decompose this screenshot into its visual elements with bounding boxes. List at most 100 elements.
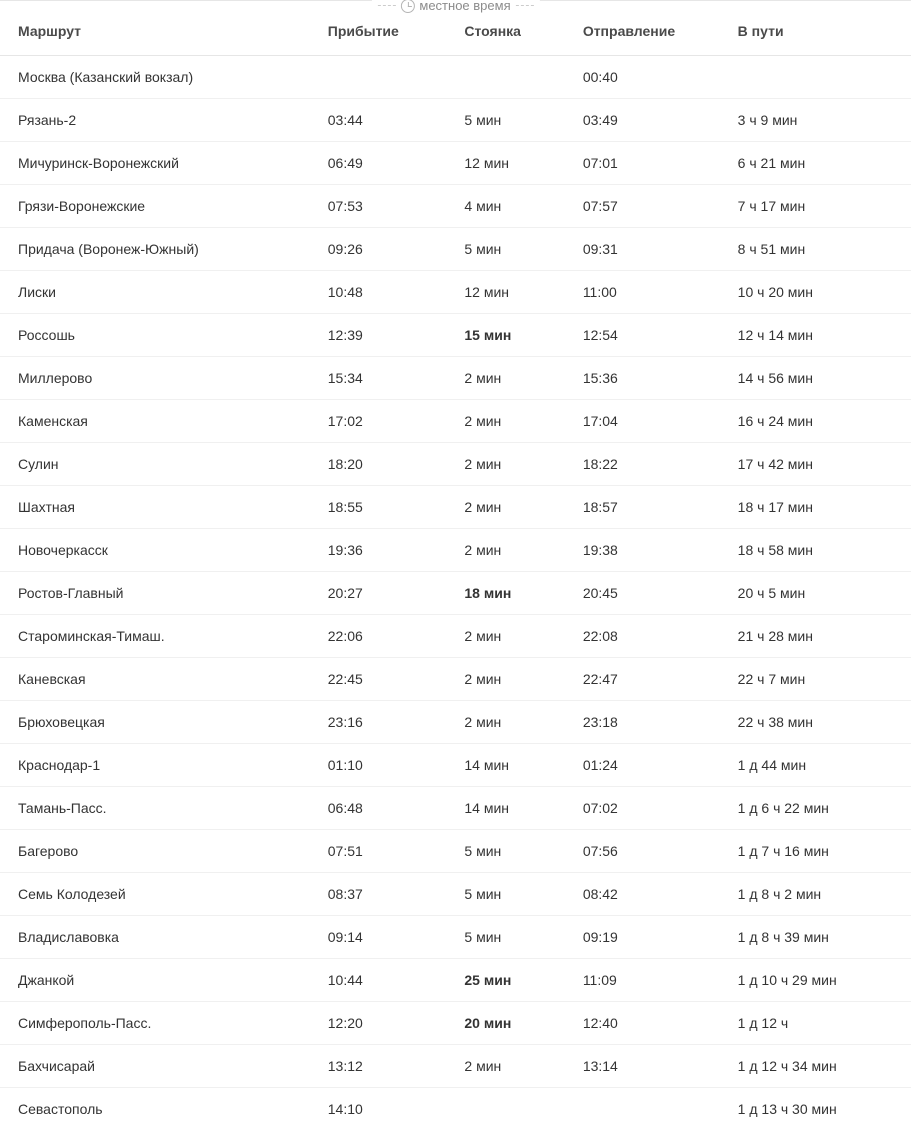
cell-departure: 20:45 [565,572,720,615]
cell-arrival: 22:06 [310,615,447,658]
cell-stop: 2 мин [446,701,564,744]
table-row: Краснодар-101:1014 мин01:241 д 44 мин [0,744,911,787]
cell-route: Мичуринск-Воронежский [0,142,310,185]
cell-duration: 18 ч 17 мин [720,486,911,529]
table-row: Севастополь14:10 1 д 13 ч 30 мин [0,1088,911,1130]
cell-arrival: 10:44 [310,959,447,1002]
cell-duration [720,56,911,99]
cell-arrival: 08:37 [310,873,447,916]
table-row: Староминская-Тимаш.22:062 мин22:0821 ч 2… [0,615,911,658]
table-row: Тамань-Пасс.06:4814 мин07:021 д 6 ч 22 м… [0,787,911,830]
cell-arrival [310,56,447,99]
cell-stop: 14 мин [446,744,564,787]
cell-duration: 1 д 6 ч 22 мин [720,787,911,830]
cell-stop: 5 мин [446,916,564,959]
cell-duration: 1 д 12 ч [720,1002,911,1045]
cell-route: Грязи-Воронежские [0,185,310,228]
cell-departure: 18:22 [565,443,720,486]
cell-stop: 2 мин [446,400,564,443]
cell-stop: 2 мин [446,486,564,529]
cell-stop: 2 мин [446,357,564,400]
table-body: Москва (Казанский вокзал)00:40Рязань-203… [0,56,911,1130]
cell-stop: 2 мин [446,1045,564,1088]
cell-stop [446,56,564,99]
cell-stop: 12 мин [446,142,564,185]
cell-stop: 12 мин [446,271,564,314]
cell-stop: 5 мин [446,228,564,271]
table-row: Лиски10:4812 мин11:0010 ч 20 мин [0,271,911,314]
cell-departure: 23:18 [565,701,720,744]
cell-arrival: 09:26 [310,228,447,271]
cell-departure: 07:57 [565,185,720,228]
table-row: Каневская22:452 мин22:4722 ч 7 мин [0,658,911,701]
cell-route: Джанкой [0,959,310,1002]
cell-route: Бахчисарай [0,1045,310,1088]
cell-duration: 1 д 8 ч 2 мин [720,873,911,916]
cell-arrival: 12:39 [310,314,447,357]
cell-duration: 22 ч 38 мин [720,701,911,744]
cell-route: Ростов-Главный [0,572,310,615]
cell-arrival: 20:27 [310,572,447,615]
cell-duration: 17 ч 42 мин [720,443,911,486]
cell-stop: 2 мин [446,443,564,486]
cell-duration: 12 ч 14 мин [720,314,911,357]
cell-duration: 20 ч 5 мин [720,572,911,615]
cell-route: Симферополь-Пасс. [0,1002,310,1045]
cell-departure: 09:19 [565,916,720,959]
cell-arrival: 12:20 [310,1002,447,1045]
cell-duration: 8 ч 51 мин [720,228,911,271]
cell-departure: 22:08 [565,615,720,658]
cell-stop: 15 мин [446,314,564,357]
cell-departure: 15:36 [565,357,720,400]
cell-arrival: 14:10 [310,1088,447,1130]
cell-duration: 16 ч 24 мин [720,400,911,443]
cell-stop: 5 мин [446,99,564,142]
cell-departure: 11:09 [565,959,720,1002]
cell-stop: 4 мин [446,185,564,228]
cell-departure: 11:00 [565,271,720,314]
cell-stop: 5 мин [446,873,564,916]
cell-route: Тамань-Пасс. [0,787,310,830]
cell-duration: 1 д 13 ч 30 мин [720,1088,911,1130]
cell-arrival: 09:14 [310,916,447,959]
col-header-duration: В пути [720,1,911,56]
cell-departure: 08:42 [565,873,720,916]
cell-departure: 07:02 [565,787,720,830]
cell-stop [446,1088,564,1130]
cell-duration: 1 д 7 ч 16 мин [720,830,911,873]
cell-arrival: 06:49 [310,142,447,185]
cell-route: Россошь [0,314,310,357]
cell-arrival: 18:55 [310,486,447,529]
cell-duration: 6 ч 21 мин [720,142,911,185]
cell-stop: 20 мин [446,1002,564,1045]
cell-route: Краснодар-1 [0,744,310,787]
cell-stop: 14 мин [446,787,564,830]
cell-duration: 1 д 12 ч 34 мин [720,1045,911,1088]
col-header-departure: Отправление [565,1,720,56]
cell-duration: 1 д 8 ч 39 мин [720,916,911,959]
cell-arrival: 01:10 [310,744,447,787]
table-row: Сулин18:202 мин18:2217 ч 42 мин [0,443,911,486]
cell-departure: 01:24 [565,744,720,787]
cell-stop: 2 мин [446,529,564,572]
cell-arrival: 22:45 [310,658,447,701]
cell-route: Семь Колодезей [0,873,310,916]
cell-route: Каневская [0,658,310,701]
clock-icon [400,0,414,13]
cell-stop: 18 мин [446,572,564,615]
table-row: Новочеркасск19:362 мин19:3818 ч 58 мин [0,529,911,572]
cell-departure: 07:01 [565,142,720,185]
table-row: Бахчисарай13:122 мин13:141 д 12 ч 34 мин [0,1045,911,1088]
cell-departure: 03:49 [565,99,720,142]
cell-stop: 2 мин [446,658,564,701]
cell-route: Севастополь [0,1088,310,1130]
cell-route: Багерово [0,830,310,873]
table-row: Грязи-Воронежские07:534 мин07:577 ч 17 м… [0,185,911,228]
table-row: Ростов-Главный20:2718 мин20:4520 ч 5 мин [0,572,911,615]
cell-route: Москва (Казанский вокзал) [0,56,310,99]
cell-duration: 14 ч 56 мин [720,357,911,400]
cell-duration: 7 ч 17 мин [720,185,911,228]
cell-arrival: 10:48 [310,271,447,314]
cell-arrival: 13:12 [310,1045,447,1088]
cell-arrival: 23:16 [310,701,447,744]
